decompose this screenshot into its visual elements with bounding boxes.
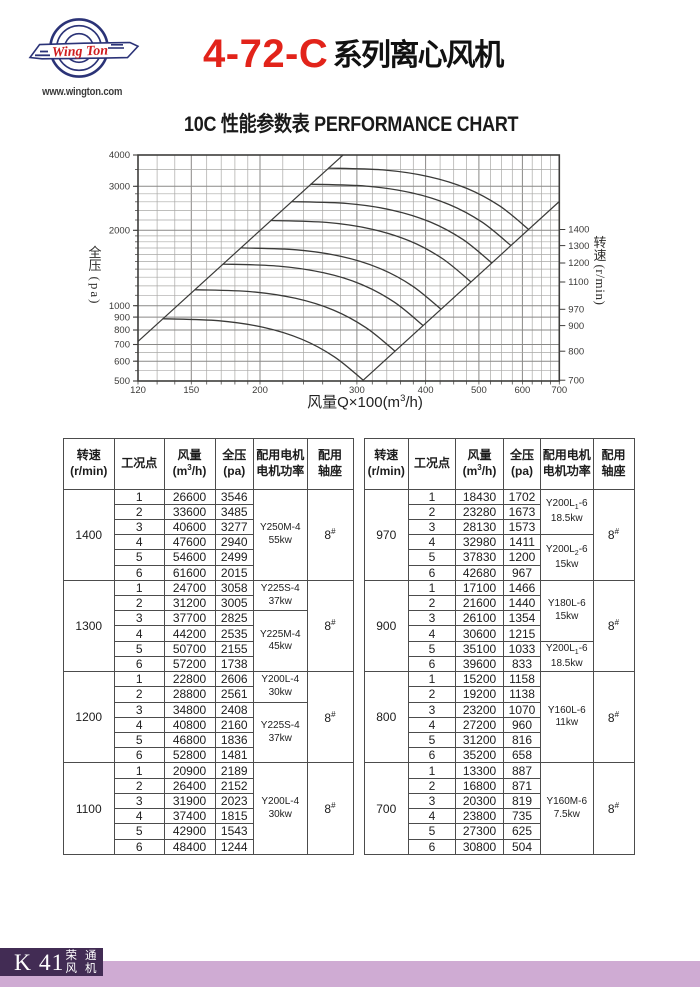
svg-text:1000: 1000 bbox=[109, 301, 130, 312]
svg-text:970: 970 bbox=[568, 305, 584, 316]
svg-text:500: 500 bbox=[471, 385, 487, 396]
svg-text:4000: 4000 bbox=[109, 150, 130, 161]
svg-text:200: 200 bbox=[252, 385, 268, 396]
svg-text:1200: 1200 bbox=[568, 258, 589, 269]
svg-text:1400: 1400 bbox=[568, 225, 589, 236]
svg-text:700: 700 bbox=[551, 385, 567, 396]
svg-text:800: 800 bbox=[568, 346, 584, 357]
svg-text:120: 120 bbox=[130, 385, 146, 396]
svg-text:150: 150 bbox=[183, 385, 199, 396]
svg-text:900: 900 bbox=[114, 312, 130, 323]
svg-text:Wing Ton: Wing Ton bbox=[52, 44, 109, 61]
svg-text:500: 500 bbox=[114, 376, 130, 387]
svg-text:300: 300 bbox=[349, 385, 365, 396]
svg-text:400: 400 bbox=[418, 385, 434, 396]
svg-text:3000: 3000 bbox=[109, 182, 130, 193]
svg-text:2000: 2000 bbox=[109, 226, 130, 237]
svg-text:1100: 1100 bbox=[568, 277, 588, 288]
svg-text:700: 700 bbox=[568, 375, 584, 386]
svg-text:600: 600 bbox=[114, 356, 130, 367]
svg-text:800: 800 bbox=[114, 325, 130, 336]
svg-text:1300: 1300 bbox=[568, 241, 589, 252]
svg-text:900: 900 bbox=[568, 321, 584, 332]
svg-text:600: 600 bbox=[514, 385, 530, 396]
svg-text:700: 700 bbox=[114, 340, 130, 351]
